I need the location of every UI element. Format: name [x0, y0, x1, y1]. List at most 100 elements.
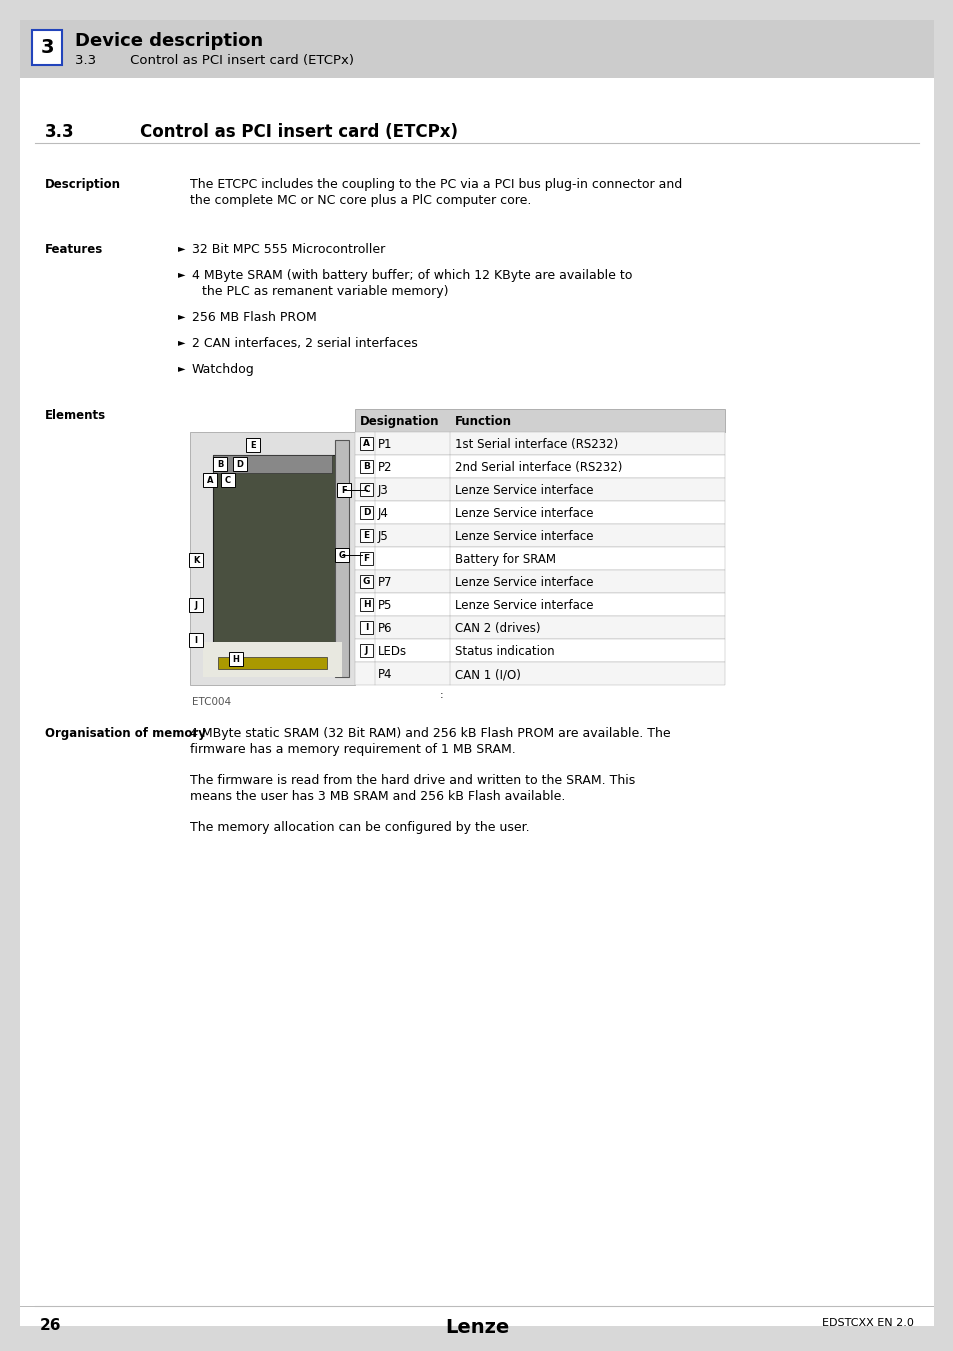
Bar — [359, 598, 373, 611]
Text: C: C — [225, 476, 231, 485]
Bar — [20, 20, 933, 78]
Text: ETC004: ETC004 — [192, 697, 231, 707]
Text: J4: J4 — [377, 507, 389, 520]
Bar — [213, 455, 332, 473]
Text: ►: ► — [178, 336, 185, 347]
Bar — [359, 621, 373, 634]
Bar — [359, 644, 373, 657]
Text: E: E — [250, 440, 255, 450]
Bar — [359, 436, 373, 450]
Bar — [355, 524, 724, 547]
Text: 1st Serial interface (RS232): 1st Serial interface (RS232) — [455, 438, 618, 451]
Text: CAN 2 (drives): CAN 2 (drives) — [455, 621, 540, 635]
Bar — [355, 547, 724, 570]
Bar — [359, 576, 373, 588]
Text: :: : — [439, 690, 443, 700]
Text: 26: 26 — [40, 1319, 61, 1333]
Text: J: J — [364, 646, 368, 655]
Bar — [355, 455, 724, 478]
Text: G: G — [362, 577, 370, 586]
Bar — [203, 642, 341, 677]
Text: ►: ► — [178, 311, 185, 322]
Bar — [355, 478, 724, 501]
Bar — [355, 432, 724, 455]
Bar — [355, 662, 724, 685]
Text: The firmware is read from the hard drive and written to the SRAM. This: The firmware is read from the hard drive… — [190, 774, 635, 788]
Text: B: B — [363, 462, 370, 471]
Text: F: F — [363, 554, 369, 563]
Bar — [221, 473, 234, 486]
Text: Watchdog: Watchdog — [192, 363, 254, 376]
Text: means the user has 3 MB SRAM and 256 kB Flash available.: means the user has 3 MB SRAM and 256 kB … — [190, 790, 565, 802]
Text: 4 MByte static SRAM (32 Bit RAM) and 256 kB Flash PROM are available. The: 4 MByte static SRAM (32 Bit RAM) and 256… — [190, 727, 670, 740]
Bar — [359, 484, 373, 496]
Text: Status indication: Status indication — [455, 644, 554, 658]
Text: Device description: Device description — [75, 32, 263, 50]
Text: 2nd Serial interface (RS232): 2nd Serial interface (RS232) — [455, 461, 621, 474]
Bar — [213, 455, 336, 662]
Bar — [355, 593, 724, 616]
Bar — [213, 457, 227, 471]
Text: Lenze Service interface: Lenze Service interface — [455, 507, 593, 520]
Text: 4 MByte SRAM (with battery buffer; of which 12 KByte are available to: 4 MByte SRAM (with battery buffer; of wh… — [192, 269, 632, 282]
Text: A: A — [363, 439, 370, 449]
Text: LEDs: LEDs — [377, 644, 407, 658]
Bar — [218, 657, 327, 669]
Text: K: K — [193, 557, 199, 565]
Text: J: J — [194, 601, 197, 611]
Bar — [359, 459, 373, 473]
Text: P6: P6 — [377, 621, 392, 635]
Text: I: I — [194, 636, 197, 644]
Bar — [355, 409, 724, 432]
Text: CAN 1 (I/O): CAN 1 (I/O) — [455, 667, 520, 681]
Text: ►: ► — [178, 363, 185, 373]
Bar — [190, 432, 355, 685]
Text: 3: 3 — [40, 38, 53, 57]
Text: G: G — [338, 551, 345, 561]
Bar — [335, 549, 349, 562]
Text: EDSTCXX EN 2.0: EDSTCXX EN 2.0 — [821, 1319, 913, 1328]
Text: I: I — [364, 623, 368, 632]
Bar — [359, 530, 373, 542]
Text: Description: Description — [45, 178, 121, 190]
Bar — [233, 457, 247, 471]
Bar — [336, 484, 351, 497]
Text: the PLC as remanent variable memory): the PLC as remanent variable memory) — [202, 285, 448, 299]
Text: A: A — [207, 476, 213, 485]
Text: E: E — [363, 531, 369, 540]
Text: Lenze: Lenze — [444, 1319, 509, 1337]
Text: The ETCPC includes the coupling to the PC via a PCI bus plug-in connector and: The ETCPC includes the coupling to the P… — [190, 178, 681, 190]
Text: Organisation of memory: Organisation of memory — [45, 727, 206, 740]
Text: 3.3        Control as PCI insert card (ETCPx): 3.3 Control as PCI insert card (ETCPx) — [75, 54, 354, 68]
Text: Lenze Service interface: Lenze Service interface — [455, 484, 593, 497]
Bar — [229, 653, 243, 666]
Bar — [359, 507, 373, 519]
Text: Control as PCI insert card (ETCPx): Control as PCI insert card (ETCPx) — [140, 123, 457, 141]
Text: H: H — [233, 655, 239, 663]
Text: ►: ► — [178, 243, 185, 253]
Text: Lenze Service interface: Lenze Service interface — [455, 598, 593, 612]
Text: B: B — [216, 459, 223, 469]
Text: H: H — [362, 600, 370, 609]
Text: Features: Features — [45, 243, 103, 255]
Text: 2 CAN interfaces, 2 serial interfaces: 2 CAN interfaces, 2 serial interfaces — [192, 336, 417, 350]
Bar — [355, 616, 724, 639]
Text: ►: ► — [178, 269, 185, 280]
Text: F: F — [341, 486, 347, 494]
Bar — [189, 634, 203, 647]
Text: firmware has a memory requirement of 1 MB SRAM.: firmware has a memory requirement of 1 M… — [190, 743, 516, 757]
Text: J3: J3 — [377, 484, 388, 497]
Text: D: D — [362, 508, 370, 517]
Bar — [335, 440, 349, 677]
Bar — [355, 501, 724, 524]
Text: Designation: Designation — [359, 415, 439, 428]
Text: P2: P2 — [377, 461, 392, 474]
Text: Lenze Service interface: Lenze Service interface — [455, 576, 593, 589]
Bar — [355, 639, 724, 662]
Text: P4: P4 — [377, 667, 392, 681]
Bar — [246, 438, 260, 453]
Text: 32 Bit MPC 555 Microcontroller: 32 Bit MPC 555 Microcontroller — [192, 243, 385, 255]
Text: P1: P1 — [377, 438, 392, 451]
Bar — [189, 553, 203, 567]
Text: Function: Function — [455, 415, 512, 428]
